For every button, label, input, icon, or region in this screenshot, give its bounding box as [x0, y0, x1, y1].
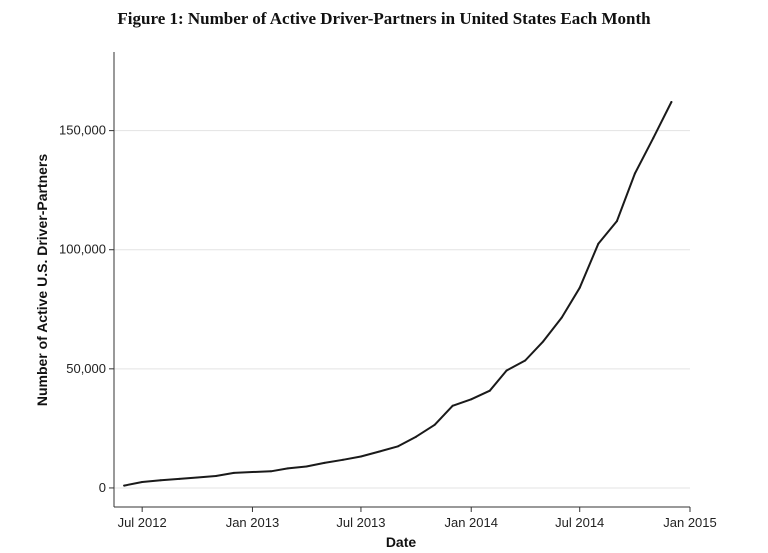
data-point — [342, 458, 344, 461]
data-point — [597, 242, 600, 245]
series-layer — [123, 101, 673, 487]
data-point — [397, 445, 400, 448]
y-axis-title: Number of Active U.S. Driver-Partners — [34, 154, 50, 407]
data-point — [270, 470, 272, 473]
data-point — [159, 479, 162, 482]
data-point — [305, 465, 308, 468]
x-tick-label: Jul 2013 — [336, 515, 385, 530]
data-point — [488, 389, 491, 392]
x-axis-ticks: Jul 2012 Jan 2013 Jul 2013 Jan 2014 Jul 2014… — [118, 507, 717, 530]
data-point — [542, 340, 545, 343]
y-tick-label: 50,000 — [66, 361, 106, 376]
data-point — [615, 220, 618, 223]
data-point — [560, 316, 563, 319]
data-point — [524, 359, 527, 362]
x-tick-label: Jan 2015 — [663, 515, 717, 530]
data-point — [505, 369, 508, 372]
gridlines — [114, 130, 690, 489]
data-point — [141, 481, 144, 483]
data-point — [415, 435, 418, 438]
data-point — [214, 475, 217, 477]
data-point — [178, 477, 181, 480]
x-tick-label: Jul 2012 — [118, 515, 167, 530]
chart-title: Figure 1: Number of Active Driver-Partne… — [117, 9, 651, 28]
data-point — [378, 450, 381, 453]
data-point — [451, 404, 454, 407]
data-point — [323, 461, 326, 464]
x-tick-label: Jul 2014 — [555, 515, 604, 530]
data-point — [578, 286, 581, 289]
y-tick-label: 150,000 — [59, 123, 106, 138]
series-line — [123, 101, 673, 487]
data-point — [123, 484, 126, 487]
data-point — [470, 398, 473, 401]
data-point — [359, 455, 362, 458]
data-point — [251, 471, 254, 473]
data-point — [633, 172, 636, 175]
y-tick-label: 0 — [99, 480, 106, 495]
data-point — [232, 471, 235, 474]
data-point — [433, 423, 436, 426]
data-point — [196, 476, 199, 479]
y-tick-label: 100,000 — [59, 242, 106, 257]
x-tick-label: Jan 2013 — [226, 515, 280, 530]
data-point — [286, 467, 289, 470]
x-tick-label: Jan 2014 — [444, 515, 498, 530]
x-axis-title: Date — [386, 534, 417, 550]
data-point — [652, 136, 655, 139]
y-axis-ticks: 0 50,000 100,000 150,000 — [59, 123, 114, 495]
data-point — [670, 101, 673, 103]
